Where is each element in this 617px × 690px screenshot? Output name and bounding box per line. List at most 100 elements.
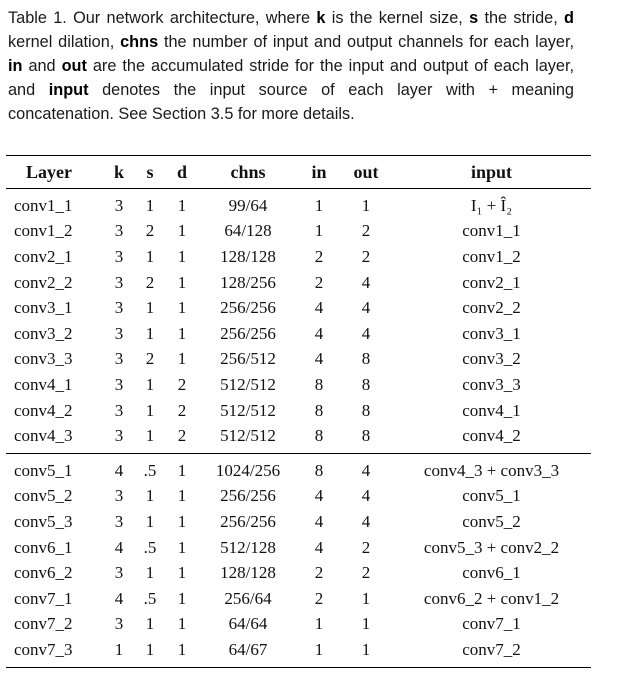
table-header-row: Layer k s d chns in out input [6,156,591,188]
cell-out: 2 [361,221,371,241]
caption-fragment: Our network architecture, where [66,9,317,27]
cell-d: 2 [177,426,187,446]
caption-fragment: is the kernel size, [325,9,470,27]
cell-s: 1 [145,486,155,506]
table-row: conv5_1 4 .5 1 1024/256 8 4 conv4_3 + conv3_3 [6,458,591,484]
header-s: s [146,161,154,182]
cell-s: .5 [143,588,157,608]
cell-in: 1 [314,195,324,215]
cell-d: 1 [177,588,187,608]
cell-d: 1 [177,563,187,583]
cell-in: 4 [314,537,324,557]
cell-input: conv2_1 [462,272,521,292]
cell-out: 8 [361,374,371,394]
cell-input: conv4_2 [462,426,521,446]
cell-layer: conv2_2 [14,272,73,292]
cell-d: 1 [177,195,187,215]
cell-k: 3 [114,426,124,446]
cell-chns: 256/64 [224,588,272,608]
cell-chns: 128/128 [220,246,276,266]
cell-chns: 512/512 [220,374,276,394]
cell-d: 1 [177,614,187,634]
cell-input: conv5_2 [462,511,521,531]
cell-s: 1 [145,323,155,343]
header-input: input [470,161,513,182]
cell-s: 1 [145,426,155,446]
cell-layer: conv4_1 [14,374,73,394]
cell-input: conv5_1 [462,486,521,506]
table-row: conv2_1 3 1 1 128/128 2 2 conv1_2 [6,244,591,270]
caption-fragment: denotes the input source of each layer w… [8,81,574,123]
cell-input: conv4_3 + conv3_3 [423,460,560,480]
caption-fragment: are the accumulated stride for the input… [8,57,574,99]
cell-d: 1 [177,537,187,557]
cell-chns: 1024/256 [215,460,281,480]
cell-in: 2 [314,246,324,266]
cell-s: .5 [143,537,157,557]
cell-out: 2 [361,563,371,583]
cell-in: 8 [314,400,324,420]
cell-k: 3 [114,511,124,531]
cell-in: 4 [314,486,324,506]
cell-k: 1 [114,639,124,659]
cell-in: 4 [314,323,324,343]
cell-chns: 64/67 [228,639,268,659]
cell-out: 1 [361,614,371,634]
caption-fragment: kernel dilation, [8,33,121,51]
cell-out: 4 [361,511,371,531]
cell-out: 4 [361,272,371,292]
cell-out: 8 [361,400,371,420]
cell-d: 1 [177,246,187,266]
cell-layer: conv7_2 [14,614,73,634]
table-top-rule [6,155,591,156]
cell-d: 1 [177,511,187,531]
cell-d: 2 [177,374,187,394]
table-row: conv1_1 3 1 1 99/64 1 1 I₁ + Î₂ [6,193,591,219]
cell-out: 8 [361,426,371,446]
cell-k: 3 [114,563,124,583]
cell-in: 8 [314,426,324,446]
cell-out: 4 [361,460,371,480]
header-k: k [113,161,124,182]
cell-in: 8 [314,374,324,394]
caption-label: Table 1. [8,9,67,27]
caption-term: out [61,57,87,75]
cell-s: 2 [145,349,155,369]
cell-in: 2 [314,563,324,583]
cell-s: 1 [145,374,155,394]
cell-out: 2 [361,246,371,266]
cell-chns: 512/128 [220,537,276,557]
caption-term: input [48,81,89,99]
cell-d: 1 [177,486,187,506]
table-caption: Table 1. Our network architecture, where… [8,6,574,126]
cell-layer: conv1_2 [14,221,73,241]
table-row: conv1_2 3 2 1 64/128 1 2 conv1_1 [6,219,591,245]
table-row: conv5_3 3 1 1 256/256 4 4 conv5_2 [6,509,591,535]
cell-s: 1 [145,511,155,531]
cell-input: conv5_3 + conv2_2 [423,537,560,557]
cell-layer: conv5_2 [14,486,73,506]
cell-in: 1 [314,614,324,634]
cell-k: 3 [114,400,124,420]
cell-in: 1 [314,221,324,241]
cell-s: 1 [145,246,155,266]
cell-input: conv7_1 [462,614,521,634]
cell-d: 2 [177,400,187,420]
cell-s: .5 [143,460,157,480]
cell-in: 8 [314,460,324,480]
cell-out: 4 [361,486,371,506]
cell-chns: 128/128 [220,563,276,583]
cell-chns: 64/128 [224,221,272,241]
cell-out: 4 [361,323,371,343]
cell-k: 3 [114,349,124,369]
caption-term: d [564,9,574,27]
cell-in: 1 [314,639,324,659]
cell-layer: conv5_1 [14,460,73,480]
architecture-table: Layer k s d chns in out input conv1_1 3 1 1… [6,155,591,668]
cell-s: 1 [145,400,155,420]
cell-input: conv1_1 [462,221,521,241]
table-row: conv7_2 3 1 1 64/64 1 1 conv7_1 [6,612,591,638]
cell-in: 2 [314,272,324,292]
cell-d: 1 [177,460,187,480]
cell-layer: conv7_1 [14,588,73,608]
